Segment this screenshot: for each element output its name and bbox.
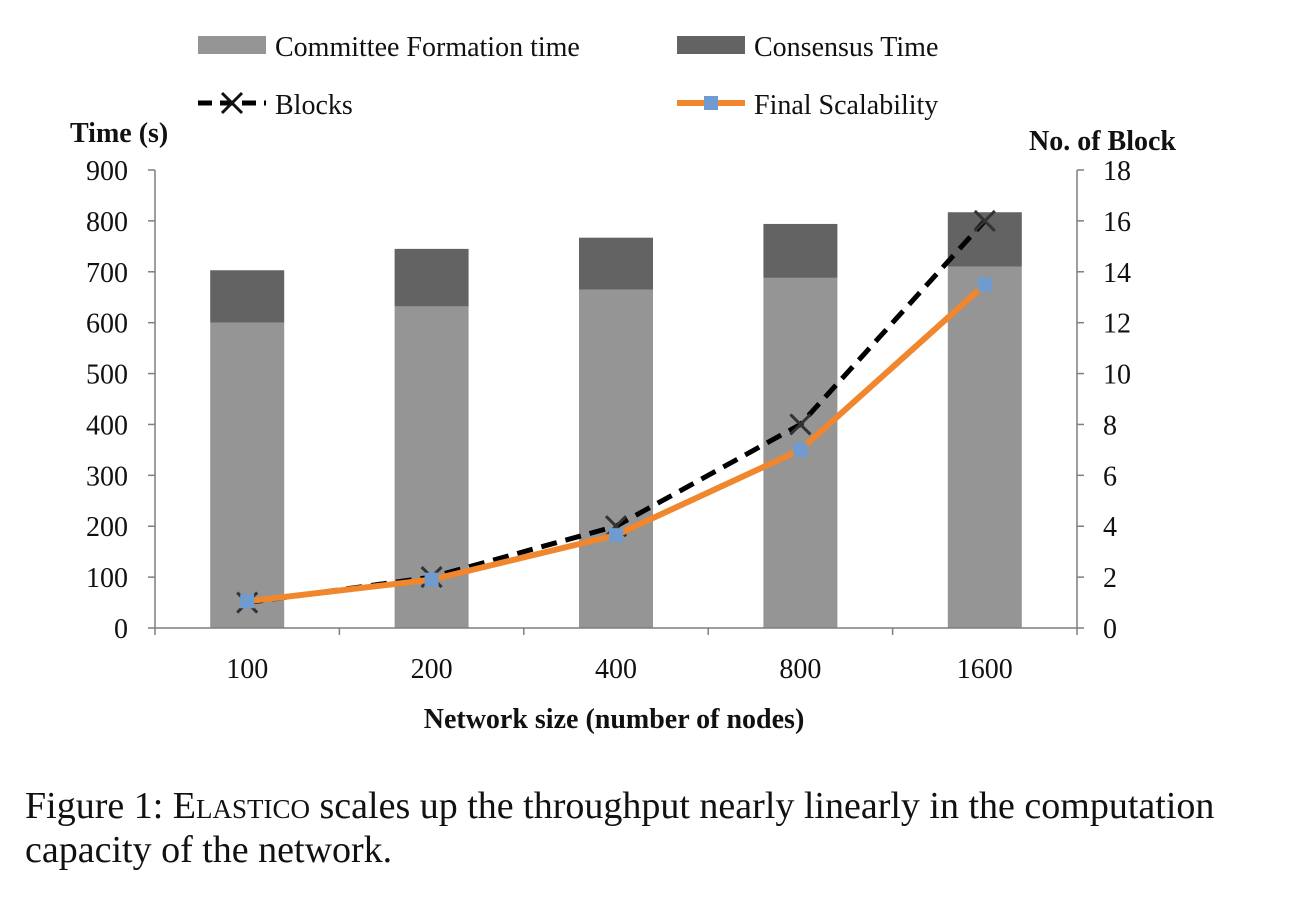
caption-prefix: Figure 1:	[25, 785, 173, 827]
y-tick-label: 500	[86, 360, 128, 391]
x-tick-label: 100	[226, 654, 268, 685]
y2-tick-label: 0	[1103, 614, 1117, 645]
x-tick-label: 200	[411, 654, 453, 685]
y2-tick-label: 4	[1103, 512, 1117, 543]
legend: Committee Formation time Consensus Time Bl…	[198, 32, 938, 121]
y2-tick-label: 16	[1103, 207, 1131, 238]
marker-final-scalability-1600	[977, 277, 992, 292]
marker-blocks-1600	[973, 209, 996, 232]
legend-swatch-consensus-time	[677, 36, 745, 54]
y-tick-label: 600	[86, 309, 128, 340]
x-axis-title: Network size (number of nodes)	[424, 704, 805, 735]
y-tick-label: 800	[86, 207, 128, 238]
marker-blocks-800	[789, 413, 812, 436]
legend-marker-final-scalability	[704, 96, 718, 110]
caption-text: scales up the throughput nearly linearly…	[25, 785, 1215, 871]
y-tick-label: 700	[86, 258, 128, 289]
y-axis-title: Time (s)	[70, 118, 168, 149]
y-tick-label: 300	[86, 461, 128, 492]
legend-label-committee-formation-time: Committee Formation time	[275, 32, 580, 63]
bar-committee-formation-100	[210, 322, 285, 628]
y2-axis-title: No. of Block	[1029, 126, 1176, 157]
y-tick-label: 900	[86, 156, 128, 187]
bar-consensus-200	[394, 248, 469, 307]
bar-committee-formation-400	[579, 289, 653, 628]
y2-tick-label: 12	[1103, 309, 1131, 340]
legend-swatch-committee-formation-time	[198, 36, 266, 54]
bar-consensus-400	[579, 237, 653, 290]
chart: Committee Formation time Consensus Time Bl…	[70, 32, 1176, 735]
plot-area: 0 100 200 300 400 500 600 700 800 900 0 2 4 6 8 10 12 14 1…	[86, 156, 1131, 685]
x-tick-label: 400	[595, 654, 637, 685]
legend-label-consensus-time: Consensus Time	[754, 32, 938, 63]
y-tick-label: 400	[86, 410, 128, 441]
y-tick-label: 100	[86, 563, 128, 594]
legend-label-blocks: Blocks	[275, 90, 353, 121]
bar-consensus-100	[210, 270, 285, 323]
caption-system-name: Elastico	[172, 785, 310, 827]
y2-tick-label: 18	[1103, 156, 1131, 187]
x-tick-label: 800	[779, 654, 821, 685]
marker-final-scalability-800	[793, 442, 808, 457]
legend-marker-blocks	[220, 91, 244, 115]
y2-tick-label: 14	[1103, 258, 1131, 289]
y2-tick-label: 2	[1103, 563, 1117, 594]
bar-consensus-800	[763, 223, 838, 278]
legend-label-final-scalability: Final Scalability	[754, 90, 938, 121]
marker-final-scalability-400	[609, 528, 623, 543]
y-tick-label: 200	[86, 512, 128, 543]
x-tick-label: 1600	[957, 654, 1013, 685]
marker-final-scalability-200	[424, 572, 439, 587]
y2-tick-label: 6	[1103, 461, 1117, 492]
figure-caption: Figure 1: Elastico scales up the through…	[25, 784, 1265, 872]
bar-committee-formation-1600	[947, 266, 1022, 628]
y2-tick-label: 8	[1103, 410, 1117, 441]
marker-final-scalability-100	[240, 594, 255, 609]
y2-tick-label: 10	[1103, 360, 1131, 391]
y-tick-label: 0	[114, 614, 128, 645]
